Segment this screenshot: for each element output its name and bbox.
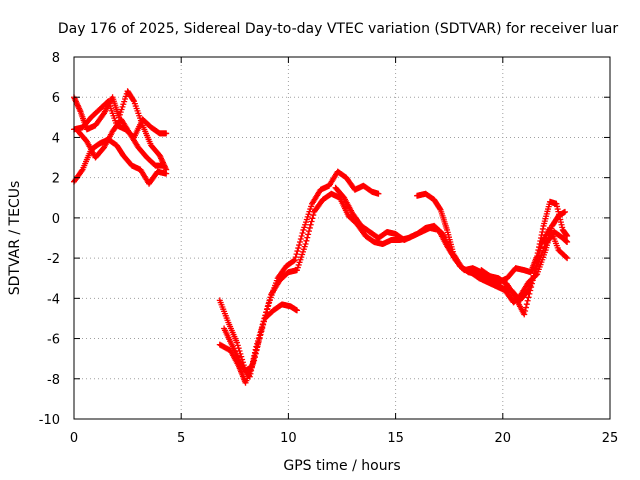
data-point <box>234 342 241 349</box>
data-point <box>310 212 317 219</box>
data-point <box>564 239 571 246</box>
data-point <box>258 326 265 333</box>
data-point <box>308 218 315 225</box>
data-point <box>309 215 316 222</box>
data-point <box>293 251 300 258</box>
y-tick-labels: -10 -8 -6 -4 -2 0 2 4 6 8 <box>39 51 60 428</box>
data-point <box>297 236 304 243</box>
chart-title: Day 176 of 2025, Sidereal Day-to-day VTE… <box>58 21 619 37</box>
data-point <box>296 242 303 249</box>
x-axis-label: GPS time / hours <box>283 458 400 474</box>
data-point <box>255 335 262 342</box>
data-point <box>305 231 312 238</box>
data-point <box>306 224 313 231</box>
data-point <box>526 290 533 297</box>
data-point <box>307 221 314 228</box>
grid-lines <box>74 57 610 419</box>
y-tick-label: 2 <box>52 172 60 187</box>
y-tick-label: -4 <box>47 292 60 307</box>
data-point <box>266 297 273 304</box>
data-point <box>267 294 274 301</box>
data-point <box>291 257 298 264</box>
y-tick-label: 6 <box>52 91 60 106</box>
x-tick-label: 10 <box>280 431 297 446</box>
data-point <box>299 229 306 236</box>
data-point <box>303 237 310 244</box>
data-point <box>293 307 300 314</box>
data-point <box>296 239 303 246</box>
data-point <box>260 321 267 328</box>
y-tick-label: 4 <box>52 131 60 146</box>
data-point <box>304 234 311 241</box>
data-point <box>264 303 271 310</box>
plot-frame <box>73 56 611 420</box>
data-point <box>294 248 301 255</box>
data-point <box>561 208 568 215</box>
data-point <box>375 190 382 197</box>
data-point <box>254 337 261 344</box>
data-point <box>292 254 299 261</box>
y-axis-label: SDTVAR / TECUs <box>7 181 23 296</box>
data-point <box>564 232 571 239</box>
series-early-4 <box>75 116 168 169</box>
data-point <box>235 345 242 352</box>
y-tick-label: -10 <box>39 413 60 428</box>
data-point <box>302 241 309 248</box>
data-point <box>525 294 532 301</box>
data-point <box>161 162 168 169</box>
data-point <box>253 343 260 350</box>
data-point <box>263 306 270 313</box>
x-tick-label: 5 <box>177 431 185 446</box>
data-point <box>524 297 531 304</box>
data-point <box>523 301 530 308</box>
data-point <box>295 245 302 252</box>
data-points <box>71 88 571 386</box>
series-early-1 <box>71 88 170 173</box>
x-tick-label: 15 <box>387 431 404 446</box>
data-point <box>522 308 529 315</box>
x-tick-labels: 0 5 10 15 20 25 <box>70 431 618 446</box>
y-tick-label: -2 <box>47 252 60 267</box>
data-point <box>563 254 570 261</box>
data-point <box>78 167 85 174</box>
series-main-5 <box>414 190 568 306</box>
x-tick-label: 20 <box>495 431 512 446</box>
x-tick-label: 0 <box>70 431 78 446</box>
series-main-3 <box>221 301 300 380</box>
series-main-1 <box>216 168 382 374</box>
data-point <box>233 339 240 346</box>
data-point <box>528 284 535 291</box>
data-point <box>564 255 571 262</box>
data-point <box>265 300 272 307</box>
data-point <box>260 318 267 325</box>
data-point <box>163 130 170 137</box>
data-point <box>305 228 312 235</box>
data-point <box>533 272 540 279</box>
data-point <box>256 332 263 339</box>
data-point <box>521 311 528 318</box>
y-tick-label: -6 <box>47 333 60 348</box>
y-tick-label: -8 <box>47 373 60 388</box>
data-point <box>298 232 305 239</box>
data-point <box>236 348 243 355</box>
data-point <box>257 329 264 336</box>
y-tick-label: 8 <box>52 51 60 66</box>
y-tick-label: 0 <box>52 212 60 227</box>
data-point <box>254 340 261 347</box>
series-main-6 <box>478 198 571 286</box>
data-point <box>522 304 529 311</box>
data-point <box>163 170 170 177</box>
data-point <box>259 323 266 330</box>
data-point <box>527 287 534 294</box>
x-tick-label: 25 <box>602 431 619 446</box>
